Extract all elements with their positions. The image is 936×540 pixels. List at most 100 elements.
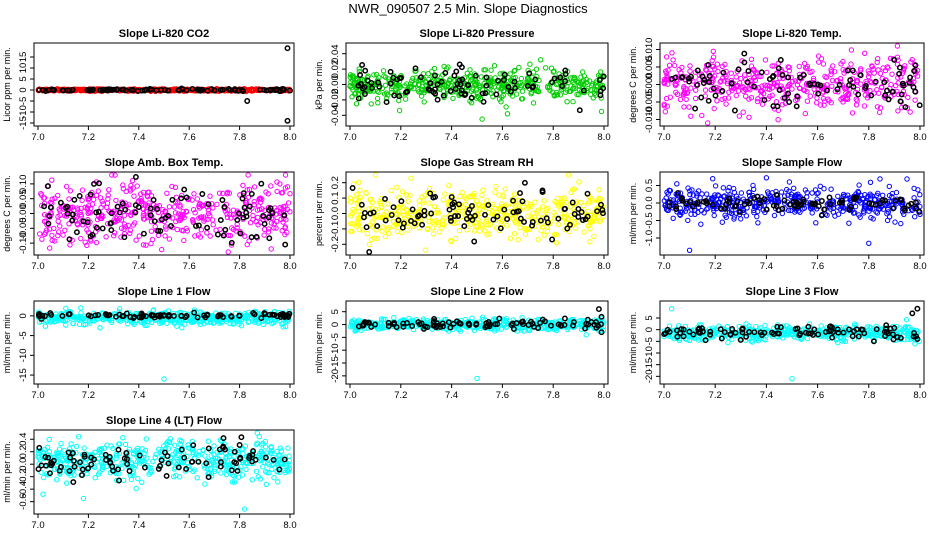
x-tick-label: 8.0 xyxy=(597,390,610,401)
data-point xyxy=(916,102,923,109)
data-point xyxy=(525,76,531,82)
data-point xyxy=(583,332,589,338)
panel-title: Slope Li-820 Pressure xyxy=(420,28,535,40)
data-point xyxy=(360,85,366,92)
data-point xyxy=(585,85,591,92)
data-point xyxy=(596,77,603,83)
data-point xyxy=(55,218,61,225)
data-point xyxy=(581,73,587,79)
data-point xyxy=(285,200,292,206)
data-point xyxy=(348,79,354,85)
data-point xyxy=(410,75,416,82)
data-point xyxy=(498,99,504,105)
data-point xyxy=(794,93,801,100)
data-point xyxy=(376,89,382,95)
data-point xyxy=(204,224,211,231)
data-point xyxy=(861,103,868,109)
data-point xyxy=(357,80,364,87)
data-point xyxy=(911,195,917,201)
data-point xyxy=(190,207,197,213)
data-point xyxy=(110,86,117,93)
y-tick-label: -1.0 xyxy=(644,230,655,246)
data-point xyxy=(853,102,860,108)
data-point xyxy=(494,213,501,220)
data-point xyxy=(402,96,409,102)
data-point xyxy=(600,73,607,80)
data-point xyxy=(256,206,263,213)
data-point xyxy=(473,82,479,88)
data-point xyxy=(217,217,224,224)
data-point xyxy=(673,89,679,96)
data-point xyxy=(840,58,846,65)
data-point xyxy=(862,85,869,92)
data-point xyxy=(407,84,413,91)
data-point xyxy=(47,204,54,211)
data-point xyxy=(42,323,49,329)
x-tick-label: 7.0 xyxy=(31,261,44,272)
data-point xyxy=(754,213,760,220)
data-point xyxy=(535,88,541,95)
data-point xyxy=(836,81,843,88)
data-point xyxy=(374,95,381,102)
data-point xyxy=(562,67,569,74)
data-point xyxy=(500,82,506,89)
x-tick-label: 8.0 xyxy=(913,390,926,401)
data-point xyxy=(62,227,68,234)
y-axis-label: kPa per min. xyxy=(314,59,324,110)
x-tick-label: 7.0 xyxy=(31,132,44,143)
data-point xyxy=(225,249,231,255)
data-point xyxy=(132,209,139,216)
y-tick-label: 10 xyxy=(18,63,29,74)
x-tick-label: 7.4 xyxy=(760,261,773,272)
data-point xyxy=(471,238,478,245)
data-point xyxy=(195,87,202,94)
data-point xyxy=(559,83,566,89)
data-point xyxy=(501,77,507,83)
data-point xyxy=(588,91,594,98)
data-point xyxy=(557,74,564,81)
data-point xyxy=(274,179,280,185)
data-point xyxy=(591,233,597,240)
figure-title: NWR_090507 2.5 Min. Slope Diagnostics xyxy=(348,1,588,16)
data-point xyxy=(686,78,693,85)
data-point xyxy=(714,98,720,104)
data-point xyxy=(105,86,112,93)
data-point xyxy=(350,75,357,81)
x-tick-label: 7.0 xyxy=(343,390,356,401)
y-axis-label: ml/min per min. xyxy=(628,312,638,374)
x-tick-label: 7.2 xyxy=(394,390,407,401)
y-tick-label: -0.010 xyxy=(644,106,655,133)
data-point xyxy=(113,197,119,204)
data-point xyxy=(78,235,84,242)
data-point xyxy=(504,111,511,117)
data-point xyxy=(517,225,523,231)
data-point xyxy=(496,315,503,322)
data-point xyxy=(513,91,520,97)
data-point xyxy=(453,89,459,95)
data-point xyxy=(391,315,397,321)
data-point xyxy=(211,87,218,94)
data-point xyxy=(561,315,568,322)
data-point xyxy=(355,95,362,102)
data-point xyxy=(205,207,212,213)
data-point xyxy=(434,96,441,103)
data-point xyxy=(685,217,691,224)
data-point xyxy=(597,92,604,99)
data-point xyxy=(382,195,388,202)
data-point xyxy=(129,178,136,184)
data-point xyxy=(181,186,188,193)
y-tick-label: -15 xyxy=(18,116,29,130)
data-point xyxy=(771,212,778,219)
data-point xyxy=(553,240,560,246)
x-tick-label: 7.8 xyxy=(233,132,246,143)
y-tick-label: -5 xyxy=(330,333,341,341)
data-point xyxy=(711,66,718,72)
data-point xyxy=(907,74,914,81)
data-point xyxy=(388,187,394,194)
data-point xyxy=(681,89,688,95)
data-point xyxy=(109,172,115,178)
data-point xyxy=(712,183,719,189)
data-point xyxy=(755,220,761,226)
